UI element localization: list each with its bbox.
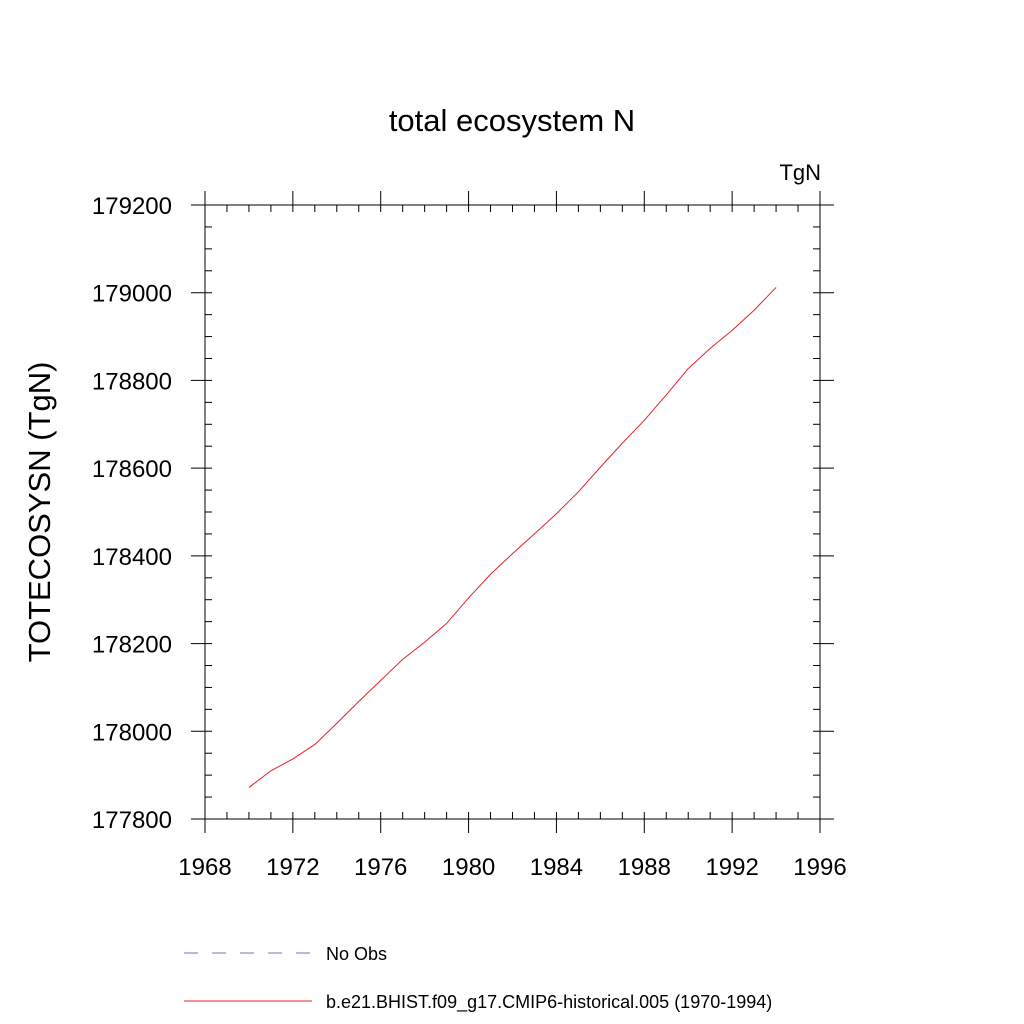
legend-label: b.e21.BHIST.f09_g17.CMIP6-historical.005… <box>326 992 772 1013</box>
x-tick-label: 1996 <box>793 854 846 881</box>
axis-ticks <box>191 191 834 833</box>
x-tick-label: 1980 <box>442 854 495 881</box>
x-tick-label: 1988 <box>618 854 671 881</box>
series-lines <box>248 287 777 788</box>
legend-label: No Obs <box>326 944 387 964</box>
y-tick-label: 178200 <box>92 632 172 659</box>
y-tick-labels: 177800 178000 178200 178400 178600 178800 1790… <box>92 193 172 834</box>
plot-frame <box>204 204 821 820</box>
y-tick-label: 178600 <box>92 456 172 483</box>
series-line <box>248 287 777 788</box>
x-tick-label: 1992 <box>705 854 758 881</box>
y-tick-label: 178000 <box>92 719 172 746</box>
x-tick-labels: 1968 1972 1976 1980 1984 1988 1992 1996 <box>178 854 846 881</box>
y-tick-label: 178400 <box>92 544 172 571</box>
x-tick-label: 1968 <box>178 854 231 881</box>
chart-title: total ecosystem N <box>389 103 635 138</box>
legend: No Obs b.e21.BHIST.f09_g17.CMIP6-historic… <box>184 944 772 1013</box>
y-tick-label: 178800 <box>92 368 172 395</box>
y-tick-label: 179000 <box>92 281 172 308</box>
x-tick-label: 1984 <box>530 854 583 881</box>
x-tick-label: 1972 <box>266 854 319 881</box>
y-tick-label: 179200 <box>92 193 172 220</box>
x-tick-label: 1976 <box>354 854 407 881</box>
units-label: TgN <box>779 160 821 185</box>
y-axis-label: TOTECOSYSN (TgN) <box>22 362 57 663</box>
y-tick-label: 177800 <box>92 807 172 834</box>
